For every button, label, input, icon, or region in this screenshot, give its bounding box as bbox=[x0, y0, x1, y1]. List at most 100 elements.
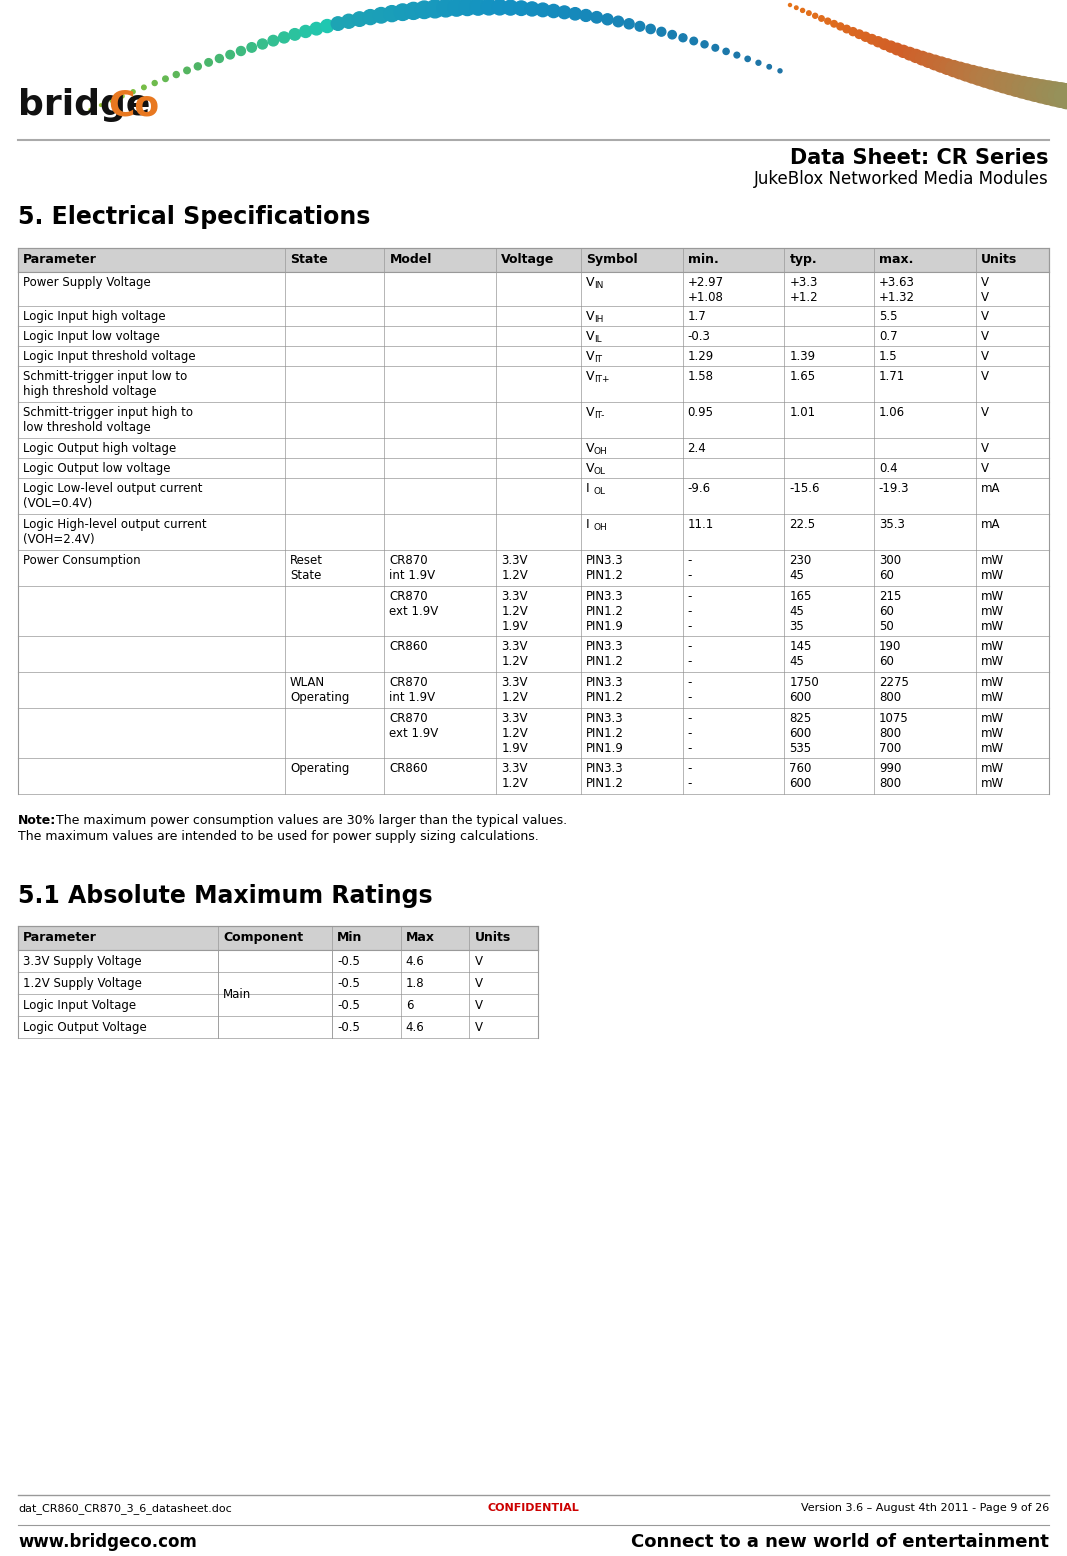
Bar bbox=[18, 401, 1049, 437]
Circle shape bbox=[988, 72, 1007, 90]
Text: Logic Low-level output current
(VOL=0.4V): Logic Low-level output current (VOL=0.4V… bbox=[23, 482, 203, 510]
Circle shape bbox=[646, 25, 655, 34]
Circle shape bbox=[569, 8, 582, 20]
Text: 3.3V
1.2V: 3.3V 1.2V bbox=[501, 554, 528, 582]
Text: mA: mA bbox=[981, 518, 1000, 531]
Text: min.: min. bbox=[687, 254, 718, 266]
Text: V: V bbox=[475, 955, 482, 968]
Text: V: V bbox=[586, 350, 594, 363]
Text: Voltage: Voltage bbox=[501, 254, 555, 266]
Text: IL: IL bbox=[593, 335, 602, 344]
Text: Units: Units bbox=[981, 254, 1017, 266]
Text: The maximum values are intended to be used for power supply sizing calculations.: The maximum values are intended to be us… bbox=[18, 829, 539, 843]
Text: 1.06: 1.06 bbox=[879, 406, 905, 419]
Text: I: I bbox=[586, 482, 589, 495]
Text: Connect to a new world of entertainment: Connect to a new world of entertainment bbox=[631, 1533, 1049, 1551]
Circle shape bbox=[321, 20, 334, 33]
Circle shape bbox=[331, 17, 345, 30]
Text: Co: Co bbox=[108, 89, 159, 121]
Circle shape bbox=[525, 2, 539, 16]
Text: 1.7: 1.7 bbox=[687, 310, 706, 324]
Text: I: I bbox=[586, 518, 589, 531]
Circle shape bbox=[163, 76, 169, 81]
Circle shape bbox=[1013, 76, 1034, 98]
Text: Parameter: Parameter bbox=[23, 930, 97, 944]
Circle shape bbox=[1049, 82, 1067, 107]
Circle shape bbox=[789, 3, 792, 6]
Text: V
V: V V bbox=[981, 275, 989, 303]
Text: mW
mW: mW mW bbox=[981, 640, 1004, 668]
Text: V: V bbox=[586, 275, 594, 289]
Text: OL: OL bbox=[593, 467, 606, 476]
Text: 825
600
535: 825 600 535 bbox=[790, 713, 812, 755]
Text: V: V bbox=[981, 442, 989, 454]
Text: 4.6: 4.6 bbox=[405, 1021, 425, 1035]
Circle shape bbox=[121, 95, 124, 98]
Text: 1.2V Supply Voltage: 1.2V Supply Voltage bbox=[23, 977, 142, 990]
Text: PIN3.3
PIN1.2: PIN3.3 PIN1.2 bbox=[586, 675, 623, 703]
Circle shape bbox=[278, 33, 289, 44]
Text: -0.5: -0.5 bbox=[337, 1021, 361, 1035]
Circle shape bbox=[591, 11, 603, 23]
Circle shape bbox=[778, 68, 782, 73]
Text: -
-: - - bbox=[687, 554, 691, 582]
Text: JukeBlox Networked Media Modules: JukeBlox Networked Media Modules bbox=[754, 170, 1049, 188]
Text: -
-: - - bbox=[687, 762, 691, 790]
Circle shape bbox=[701, 40, 708, 48]
Text: CONFIDENTIAL: CONFIDENTIAL bbox=[488, 1503, 579, 1512]
Text: V: V bbox=[981, 406, 989, 419]
Text: -
-
-: - - - bbox=[687, 713, 691, 755]
Bar bbox=[18, 247, 1049, 272]
Text: V: V bbox=[586, 370, 594, 383]
Text: typ.: typ. bbox=[790, 254, 817, 266]
Text: -
-
-: - - - bbox=[687, 590, 691, 633]
Text: mW
mW
mW: mW mW mW bbox=[981, 590, 1004, 633]
Circle shape bbox=[226, 50, 235, 59]
Text: 215
60
50: 215 60 50 bbox=[879, 590, 902, 633]
Text: Logic Input low voltage: Logic Input low voltage bbox=[23, 330, 160, 342]
Circle shape bbox=[580, 9, 592, 22]
Text: CR870
int 1.9V: CR870 int 1.9V bbox=[389, 675, 435, 703]
Text: bridge: bridge bbox=[18, 89, 150, 121]
Text: Schmitt-trigger input high to
low threshold voltage: Schmitt-trigger input high to low thresh… bbox=[23, 406, 193, 434]
Text: 35.3: 35.3 bbox=[879, 518, 905, 531]
Circle shape bbox=[602, 14, 614, 25]
Circle shape bbox=[800, 8, 805, 12]
Text: V: V bbox=[586, 310, 594, 324]
Circle shape bbox=[745, 56, 750, 62]
Text: -15.6: -15.6 bbox=[790, 482, 819, 495]
Circle shape bbox=[614, 16, 623, 26]
Circle shape bbox=[831, 20, 838, 26]
Text: IT: IT bbox=[593, 355, 602, 364]
Circle shape bbox=[813, 14, 817, 19]
Circle shape bbox=[503, 0, 517, 16]
Text: 11.1: 11.1 bbox=[687, 518, 714, 531]
Text: Logic Input threshold voltage: Logic Input threshold voltage bbox=[23, 350, 195, 363]
Circle shape bbox=[635, 22, 644, 31]
Circle shape bbox=[153, 81, 157, 86]
Bar bbox=[18, 437, 1049, 457]
Circle shape bbox=[837, 23, 844, 30]
Circle shape bbox=[679, 34, 687, 42]
Circle shape bbox=[415, 2, 433, 19]
Text: Power Supply Voltage: Power Supply Voltage bbox=[23, 275, 150, 289]
Text: The maximum power consumption values are 30% larger than the typical values.: The maximum power consumption values are… bbox=[55, 814, 568, 826]
Circle shape bbox=[1042, 82, 1066, 106]
Text: -19.3: -19.3 bbox=[879, 482, 909, 495]
Text: V: V bbox=[586, 442, 594, 454]
Circle shape bbox=[310, 22, 322, 34]
Text: -
-: - - bbox=[687, 640, 691, 668]
Text: 2275
800: 2275 800 bbox=[879, 675, 909, 703]
Circle shape bbox=[982, 70, 1001, 89]
Circle shape bbox=[492, 0, 508, 16]
Text: +3.3
+1.2: +3.3 +1.2 bbox=[790, 275, 818, 303]
Circle shape bbox=[205, 59, 212, 65]
Bar bbox=[18, 758, 1049, 794]
Text: 1.65: 1.65 bbox=[790, 370, 815, 383]
Text: Power Consumption: Power Consumption bbox=[23, 554, 141, 566]
Text: +3.63
+1.32: +3.63 +1.32 bbox=[879, 275, 914, 303]
Text: Min: Min bbox=[337, 930, 363, 944]
Text: PIN3.3
PIN1.2
PIN1.9: PIN3.3 PIN1.2 PIN1.9 bbox=[586, 590, 623, 633]
Text: 0.95: 0.95 bbox=[687, 406, 714, 419]
Circle shape bbox=[448, 0, 465, 16]
